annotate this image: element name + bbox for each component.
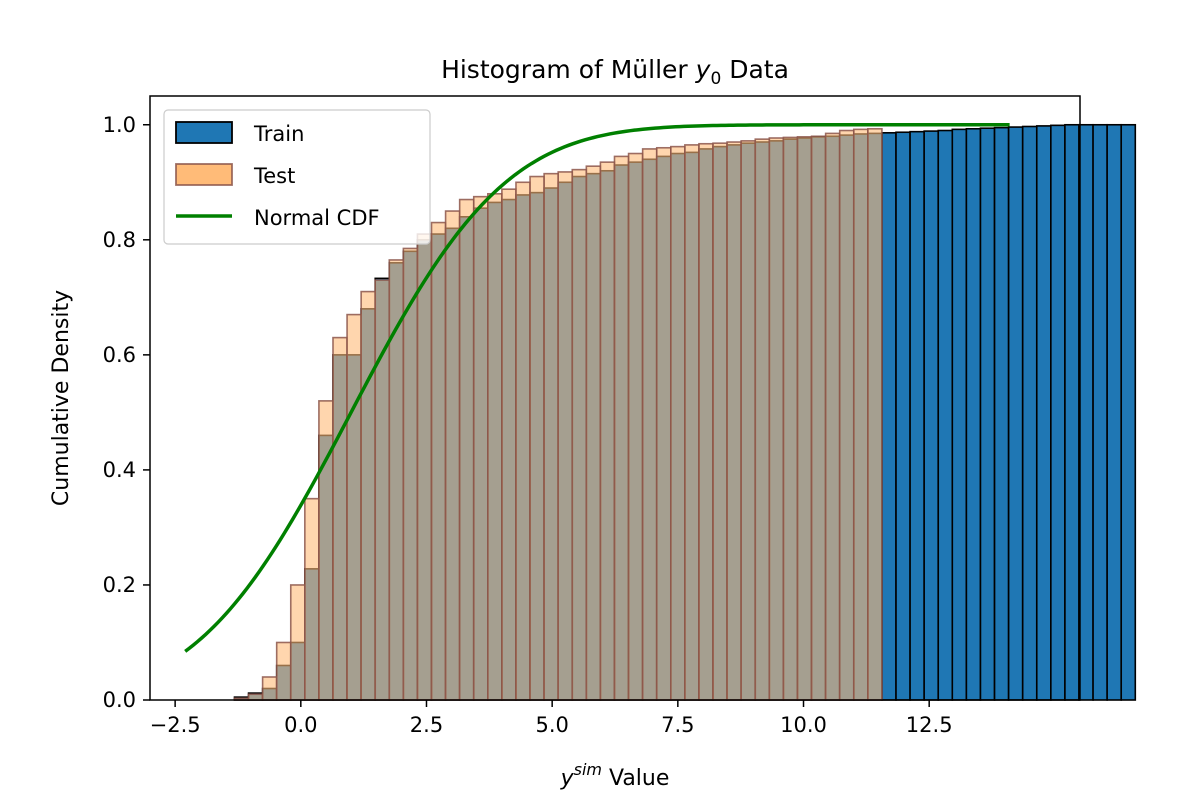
train-bar <box>1050 124 1066 701</box>
train-bar <box>979 127 996 701</box>
test-bar <box>641 148 658 701</box>
test-bar <box>754 138 771 701</box>
test-bar <box>402 247 419 701</box>
y-tick-label: 0.2 <box>103 573 136 597</box>
legend-label-normal-cdf: Normal CDF <box>254 206 380 230</box>
y-tick-label: 1.0 <box>103 113 136 137</box>
x-tick-label: 5.0 <box>535 713 568 737</box>
test-bar <box>515 181 531 701</box>
test-bar <box>867 127 883 701</box>
legend: Train Test Normal CDF <box>163 109 431 245</box>
test-bar <box>613 155 630 701</box>
x-tick-label: 10.0 <box>780 713 827 737</box>
test-bar <box>768 137 785 701</box>
test-bar <box>852 128 869 701</box>
test-bar <box>810 135 827 701</box>
train-bar <box>895 131 911 701</box>
test-bar <box>824 132 841 701</box>
xlabel-sup: sim <box>574 760 602 779</box>
test-bar <box>557 171 574 701</box>
train-bar <box>923 130 940 701</box>
test-bar <box>275 641 292 701</box>
test-bar <box>247 693 264 701</box>
test-bar <box>838 129 855 701</box>
train-bar <box>909 130 925 701</box>
test-bar <box>289 584 306 701</box>
test-bar <box>430 221 447 701</box>
train-bar <box>937 129 954 701</box>
test-bar <box>782 136 799 701</box>
test-bar <box>669 145 686 701</box>
xlabel-after: Value <box>602 766 669 791</box>
plot-frame <box>149 95 1081 701</box>
xlabel-var: y <box>560 766 575 791</box>
test-bar <box>543 172 559 701</box>
legend-label-train: Train <box>253 122 304 146</box>
test-bar <box>360 290 377 701</box>
title-before: Histogram of Müller <box>441 55 696 84</box>
train-bar <box>1120 123 1137 701</box>
y-axis-ticks: 0.0 0.2 0.4 0.6 0.8 1.0 <box>103 113 150 712</box>
train-bar <box>1078 123 1094 701</box>
test-bar <box>585 165 602 701</box>
test-bar <box>571 168 588 701</box>
test-bar <box>318 400 334 701</box>
x-tick-label: 7.5 <box>661 713 694 737</box>
test-bar <box>304 497 320 701</box>
test-bar <box>712 142 728 701</box>
x-tick-label: 0.0 <box>284 713 317 737</box>
x-axis-ticks: −2.5 0.0 2.5 5.0 7.5 10.0 12.5 <box>150 700 953 737</box>
plot-area <box>149 95 1137 701</box>
test-bar <box>698 142 714 701</box>
x-tick-label: 12.5 <box>906 713 953 737</box>
x-tick-label: −2.5 <box>150 713 201 737</box>
train-bar <box>1021 125 1038 701</box>
test-bar <box>501 188 517 701</box>
test-bar <box>529 175 545 701</box>
train-bar <box>965 127 982 701</box>
y-tick-label: 0.8 <box>103 228 136 252</box>
x-axis-title: ysim Value <box>560 760 670 791</box>
train-bar <box>1106 123 1123 701</box>
y-tick-label: 0.6 <box>103 343 136 367</box>
train-bar <box>993 126 1010 701</box>
chart-title: Histogram of Müller y0 Data <box>441 55 789 89</box>
train-bar <box>1064 123 1080 701</box>
legend-swatch-test <box>175 163 233 186</box>
y-tick-label: 0.0 <box>103 688 136 712</box>
test-bar <box>458 198 475 701</box>
test-bar <box>740 140 757 701</box>
title-after: Data <box>721 55 789 84</box>
test-bar <box>655 146 672 701</box>
train-bar <box>1007 126 1024 701</box>
train-bar <box>951 128 968 701</box>
test-bar <box>684 144 700 701</box>
test-bar <box>444 210 461 701</box>
test-bar <box>346 313 362 701</box>
test-bar <box>796 136 813 701</box>
test-bar <box>599 161 616 701</box>
y-tick-label: 0.4 <box>103 458 136 482</box>
test-bar <box>627 152 644 701</box>
x-tick-label: 2.5 <box>410 713 443 737</box>
title-sub: 0 <box>710 69 721 89</box>
train-bar <box>1035 125 1052 701</box>
test-bar <box>726 141 742 701</box>
legend-swatch-train <box>175 121 233 144</box>
train-bar <box>1092 123 1108 701</box>
test-bar <box>261 676 278 701</box>
test-bar <box>472 195 489 701</box>
test-bar <box>332 336 348 701</box>
test-bar <box>487 192 503 701</box>
train-bar <box>881 132 897 701</box>
test-histogram <box>233 127 883 701</box>
y-axis-title: Cumulative Density <box>49 290 74 506</box>
test-bar <box>416 233 433 701</box>
title-var: y <box>695 55 712 84</box>
legend-label-test: Test <box>253 164 295 188</box>
normal-cdf-line <box>184 123 1010 653</box>
